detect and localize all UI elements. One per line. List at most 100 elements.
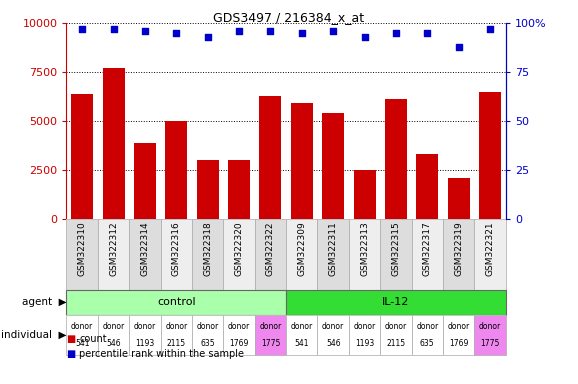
Bar xyxy=(66,315,98,355)
Point xyxy=(235,28,244,34)
Text: 541: 541 xyxy=(75,339,90,348)
Point xyxy=(77,26,87,32)
Text: GSM322321: GSM322321 xyxy=(486,221,495,276)
Point xyxy=(172,30,181,36)
Bar xyxy=(223,315,255,355)
Text: donor: donor xyxy=(479,323,501,331)
Bar xyxy=(475,315,506,355)
Text: GSM322319: GSM322319 xyxy=(454,221,463,276)
Bar xyxy=(197,160,218,219)
Point xyxy=(266,28,275,34)
Bar xyxy=(443,315,475,355)
Bar xyxy=(443,219,475,290)
Bar xyxy=(380,315,412,355)
Text: donor: donor xyxy=(71,323,93,331)
Text: 635: 635 xyxy=(420,339,435,348)
Text: GSM322314: GSM322314 xyxy=(140,221,149,276)
Bar xyxy=(291,103,313,219)
Point xyxy=(140,28,150,34)
Text: 1193: 1193 xyxy=(355,339,374,348)
Text: GSM322322: GSM322322 xyxy=(266,221,275,275)
Text: GSM322316: GSM322316 xyxy=(172,221,181,276)
Text: 546: 546 xyxy=(326,339,340,348)
Text: GSM322318: GSM322318 xyxy=(203,221,212,276)
Text: donor: donor xyxy=(228,323,250,331)
Bar xyxy=(161,315,192,355)
Bar xyxy=(66,290,286,315)
Text: GSM322317: GSM322317 xyxy=(423,221,432,276)
Bar xyxy=(317,219,349,290)
Bar xyxy=(129,219,161,290)
Text: 1775: 1775 xyxy=(261,339,280,348)
Text: 541: 541 xyxy=(295,339,309,348)
Bar xyxy=(134,142,156,219)
Text: GSM322315: GSM322315 xyxy=(391,221,401,276)
Bar xyxy=(412,219,443,290)
Point xyxy=(203,34,212,40)
Point xyxy=(360,34,369,40)
Text: 1775: 1775 xyxy=(480,339,500,348)
Bar xyxy=(286,290,506,315)
Bar xyxy=(165,121,187,219)
Point xyxy=(454,43,464,50)
Text: donor: donor xyxy=(416,323,439,331)
Bar xyxy=(412,315,443,355)
Bar xyxy=(102,68,124,219)
Point xyxy=(109,26,118,32)
Point xyxy=(423,30,432,36)
Bar xyxy=(479,92,501,219)
Text: agent  ▶: agent ▶ xyxy=(22,297,66,308)
Text: 2115: 2115 xyxy=(166,339,186,348)
Bar xyxy=(475,219,506,290)
Bar xyxy=(161,219,192,290)
Bar xyxy=(255,219,286,290)
Bar xyxy=(255,315,286,355)
Bar xyxy=(129,315,161,355)
Bar xyxy=(286,219,317,290)
Bar xyxy=(385,99,407,219)
Point xyxy=(328,28,338,34)
Bar xyxy=(322,113,344,219)
Bar xyxy=(71,94,93,219)
Bar xyxy=(228,160,250,219)
Text: GSM322312: GSM322312 xyxy=(109,221,118,276)
Text: percentile rank within the sample: percentile rank within the sample xyxy=(79,349,244,359)
Text: GSM322313: GSM322313 xyxy=(360,221,369,276)
Text: ■: ■ xyxy=(66,334,76,344)
Text: count: count xyxy=(79,334,107,344)
Bar xyxy=(192,219,223,290)
Text: GSM322320: GSM322320 xyxy=(235,221,243,276)
Text: IL-12: IL-12 xyxy=(382,297,410,308)
Text: donor: donor xyxy=(197,323,219,331)
Bar xyxy=(317,315,349,355)
Text: ■: ■ xyxy=(66,349,76,359)
Bar xyxy=(260,96,281,219)
Bar xyxy=(98,219,129,290)
Bar xyxy=(448,178,470,219)
Text: 546: 546 xyxy=(106,339,121,348)
Text: donor: donor xyxy=(102,323,125,331)
Text: 1769: 1769 xyxy=(449,339,468,348)
Text: donor: donor xyxy=(134,323,156,331)
Text: donor: donor xyxy=(353,323,376,331)
Text: donor: donor xyxy=(322,323,344,331)
Text: individual  ▶: individual ▶ xyxy=(1,330,66,340)
Bar xyxy=(192,315,223,355)
Bar xyxy=(66,219,98,290)
Text: 1193: 1193 xyxy=(135,339,154,348)
Text: 635: 635 xyxy=(201,339,215,348)
Text: GSM322310: GSM322310 xyxy=(77,221,87,276)
Text: 2115: 2115 xyxy=(386,339,406,348)
Bar xyxy=(354,170,376,219)
Text: control: control xyxy=(157,297,195,308)
Bar xyxy=(98,315,129,355)
Text: GDS3497 / 216384_x_at: GDS3497 / 216384_x_at xyxy=(213,12,365,25)
Text: 1769: 1769 xyxy=(229,339,249,348)
Bar xyxy=(349,315,380,355)
Bar xyxy=(349,219,380,290)
Text: donor: donor xyxy=(291,323,313,331)
Text: donor: donor xyxy=(260,323,281,331)
Text: donor: donor xyxy=(165,323,187,331)
Bar xyxy=(223,219,255,290)
Text: donor: donor xyxy=(447,323,470,331)
